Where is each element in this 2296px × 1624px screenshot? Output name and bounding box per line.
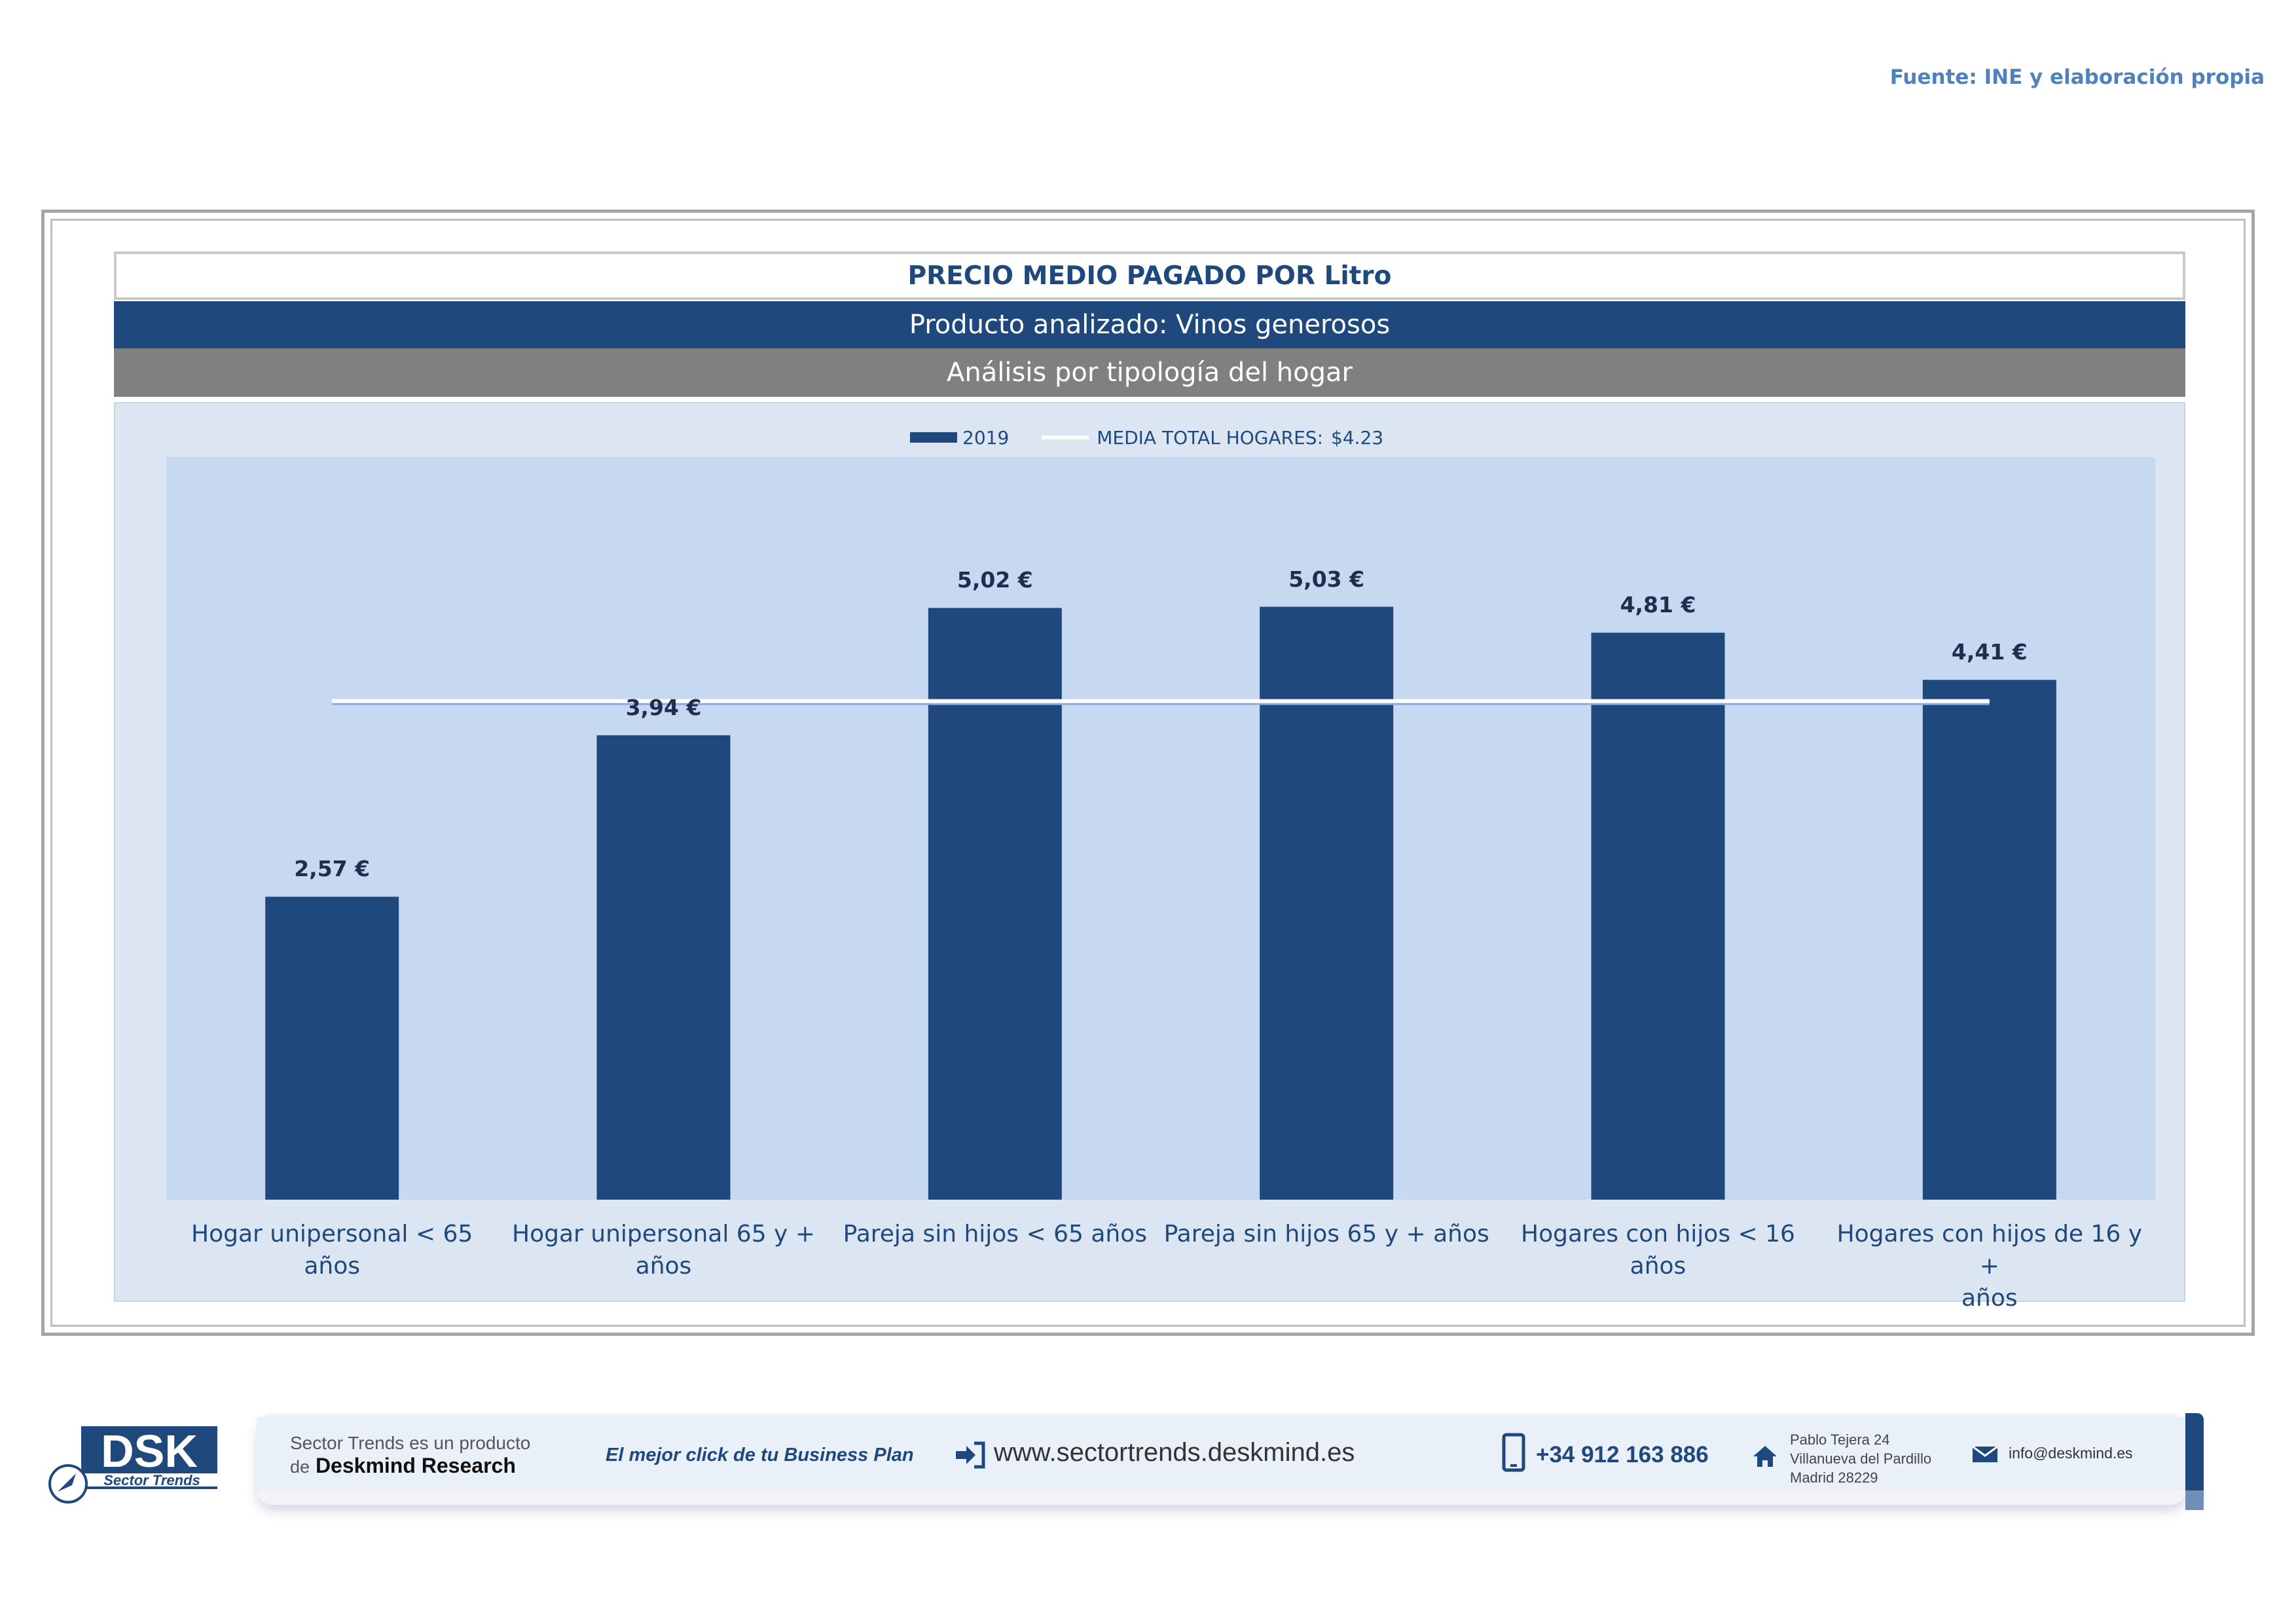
footer-address-line1: Pablo Tejera 24: [1790, 1431, 1890, 1448]
chart-title: PRECIO MEDIO PAGADO POR Litro: [114, 251, 2185, 300]
chart-frame: [41, 210, 2255, 1336]
footer-address-line3: Madrid 28229: [1790, 1469, 1878, 1486]
category-label-5: Hogares con hijos < 16 años: [1495, 1218, 1822, 1282]
category-label-6-line-1: Hogares con hijos de 16 y +: [1836, 1221, 2143, 1280]
analysis-band: Análisis por tipología del hogar: [114, 348, 2185, 397]
legend-label-average: MEDIA TOTAL HOGARES:: [1097, 426, 1324, 449]
product-band: Producto analizado: Vinos generosos: [114, 301, 2185, 348]
category-label-6: Hogares con hijos de 16 y + años: [1826, 1218, 2153, 1314]
chart-frame-inner: [50, 219, 2246, 1327]
web-link-icon: [956, 1441, 985, 1469]
category-label-4: Pareja sin hijos 65 y + años: [1163, 1218, 1490, 1250]
category-label-3: Pareja sin hijos < 65 años: [831, 1218, 1159, 1250]
bar-2: [596, 735, 731, 1200]
footer-phone[interactable]: +34 912 163 886: [1536, 1442, 1709, 1467]
footer-product-line2: de Deskmind Research: [290, 1454, 516, 1478]
footer-address: Pablo Tejera 24 Villanueva del Pardillo …: [1790, 1430, 1931, 1487]
legend-average-value: $4.23: [1331, 426, 1384, 449]
bar-3: [928, 608, 1062, 1200]
value-label-4: 5,03 €: [1288, 566, 1365, 592]
footer-product-line1: Sector Trends es un producto: [290, 1433, 531, 1453]
legend: 2019 MEDIA TOTAL HOGARES: $4.23: [910, 424, 1383, 451]
value-label-1: 2,57 €: [294, 856, 371, 882]
bar-4: [1260, 606, 1394, 1200]
value-label-5: 4,81 €: [1620, 592, 1696, 618]
plot-area: [166, 457, 2155, 1200]
bar-6: [1922, 680, 2056, 1200]
footer-email[interactable]: info@deskmind.es: [2009, 1445, 2133, 1462]
source-note: Fuente: INE y elaboración propia: [1889, 65, 2265, 89]
category-label-1-line-1: Hogar unipersonal < 65 años: [191, 1221, 473, 1280]
category-label-1: Hogar unipersonal < 65 años: [168, 1218, 496, 1282]
bar-5: [1591, 633, 1725, 1200]
phone-icon: [1502, 1433, 1525, 1472]
legend-label-2019: 2019: [962, 426, 1010, 449]
footer-website[interactable]: www.sectortrends.deskmind.es: [994, 1438, 1355, 1467]
logo-subtitle: Sector Trends: [103, 1472, 200, 1488]
category-label-4-line-1: Pareja sin hijos 65 y + años: [1163, 1221, 1489, 1247]
footer-tab: [2185, 1413, 2204, 1490]
category-label-5-line-1: Hogares con hijos < 16 años: [1521, 1221, 1795, 1280]
bar-1: [265, 896, 399, 1200]
dsk-logo: DSK Sector Trends: [48, 1426, 217, 1504]
category-label-2-line-2: años: [635, 1253, 692, 1280]
footer-inner: [257, 1417, 2187, 1490]
category-label-3-line-1: Pareja sin hijos < 65 años: [843, 1221, 1148, 1247]
logo-text: DSK: [101, 1426, 198, 1477]
value-label-3: 5,02 €: [957, 567, 1033, 593]
category-label-2: Hogar unipersonal 65 y + años: [500, 1218, 828, 1282]
footer-tab-bottom: [2185, 1490, 2204, 1510]
legend-swatch-2019: [910, 432, 957, 443]
home-icon: [1753, 1446, 1777, 1467]
footer-slogan: El mejor click de tu Business Plan: [606, 1445, 914, 1466]
value-label-2: 3,94 €: [625, 694, 702, 720]
category-label-6-line-2: años: [1961, 1285, 2018, 1312]
footer-address-line2: Villanueva del Pardillo: [1790, 1450, 1932, 1467]
footer-de: de: [290, 1457, 310, 1477]
mail-icon: [1972, 1446, 1998, 1462]
category-label-2-line-1: Hogar unipersonal 65 y +: [512, 1221, 815, 1247]
footer-brand: Deskmind Research: [315, 1454, 516, 1477]
value-label-6: 4,41 €: [1951, 639, 2028, 665]
legend-swatch-average: [1042, 435, 1089, 439]
